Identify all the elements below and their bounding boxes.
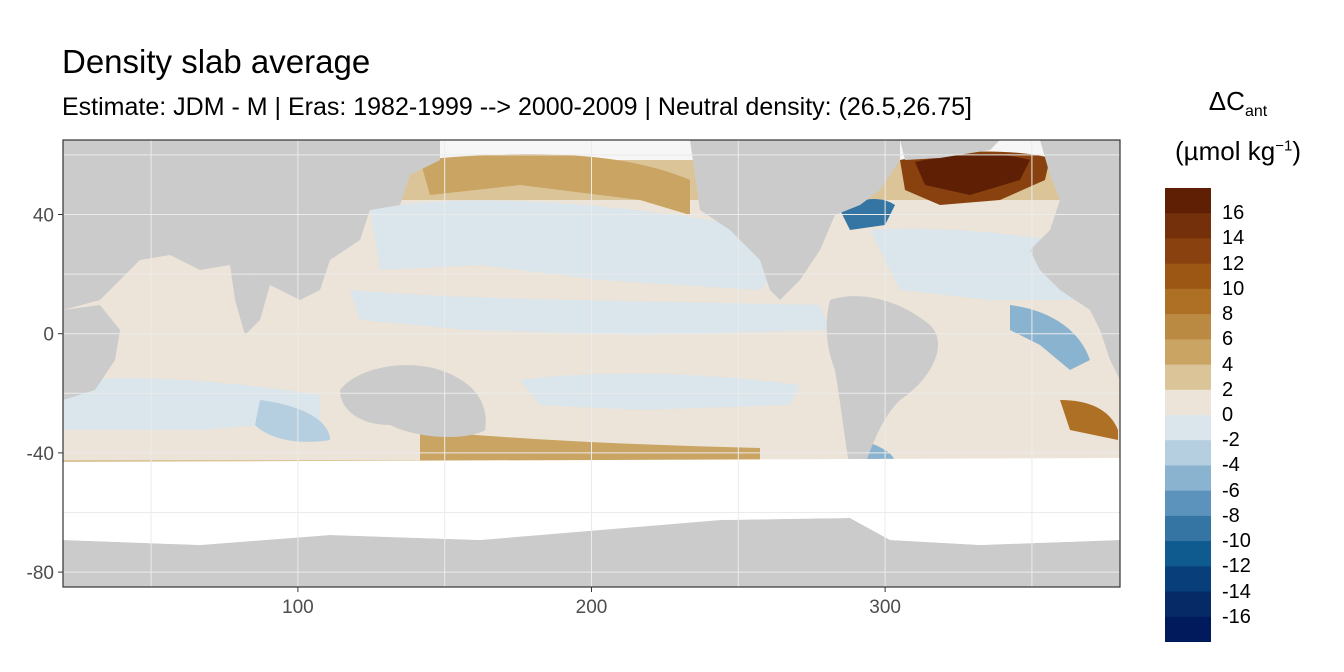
ocean-field-darkest-north-atlantic — [915, 154, 1030, 195]
legend-unit-superscript: −1 — [1275, 137, 1293, 155]
ocean-field-blue-southern-indian — [255, 400, 330, 442]
ocean-field-blue-band-north-pacific — [370, 200, 800, 290]
land-europe-africa — [1030, 140, 1120, 380]
legend-swatch — [1165, 339, 1211, 366]
legend-label: -14 — [1222, 580, 1251, 603]
legend-swatch — [1165, 213, 1211, 239]
legend-swatch — [1165, 490, 1211, 517]
x-tick-label: 300 — [869, 597, 901, 618]
legend-label: 4 — [1222, 353, 1234, 376]
legend-label: -10 — [1222, 530, 1251, 553]
legend-swatch — [1165, 238, 1211, 265]
ocean-field-blue-west-africa — [1010, 305, 1090, 370]
land-south-america — [826, 296, 939, 480]
ocean-field-blue-band-indian — [63, 378, 320, 430]
legend-label: -12 — [1222, 555, 1251, 578]
map-subtitle: Estimate: JDM - M | Eras: 1982-1999 --> … — [62, 93, 972, 121]
x-tick-label: 100 — [282, 597, 314, 618]
grid-lines — [63, 140, 1120, 587]
legend-unit: (µmol kg−1) — [1150, 136, 1326, 167]
legend-swatch — [1165, 389, 1211, 416]
legend-label: 8 — [1222, 303, 1234, 326]
ocean-field-tan-north-pacific-rim — [420, 154, 690, 215]
land-north-america — [690, 140, 900, 300]
ocean-field-tan-southern-band — [420, 430, 760, 462]
legend-swatch — [1165, 364, 1211, 391]
legend-swatch — [1165, 314, 1211, 340]
legend-swatch — [1165, 541, 1211, 567]
legend-label: 14 — [1222, 227, 1245, 250]
land-india — [230, 265, 270, 335]
legend-label: 0 — [1222, 404, 1234, 426]
legend-title: ΔCant — [1150, 86, 1326, 121]
land-asia — [63, 140, 440, 310]
legend-unit-prefix: (µmol kg — [1175, 136, 1276, 166]
legend-label: 10 — [1222, 277, 1245, 300]
legend-swatch — [1165, 465, 1211, 492]
y-tick-label: 0 — [43, 325, 54, 346]
legend-swatch — [1165, 188, 1211, 214]
legend-labels: 16 14 12 10 8 6 4 2 0 -2 -4 -6 -8 -10 -12 -14 -16 — [1222, 188, 1302, 642]
legend-colorbar — [1165, 188, 1211, 642]
legend-swatch — [1165, 415, 1211, 441]
x-tick-label: 200 — [576, 597, 608, 618]
legend-label: 12 — [1222, 252, 1245, 275]
legend-label: 16 — [1222, 202, 1245, 225]
legend-title-subscript: ant — [1244, 103, 1268, 121]
land-africa-east — [63, 305, 120, 400]
y-tick-label: 40 — [33, 206, 54, 227]
ocean-field-tan-southeast-atlantic — [1060, 400, 1118, 440]
legend-label: -16 — [1222, 605, 1251, 628]
map-title: Density slab average — [62, 43, 371, 80]
legend-swatch — [1165, 616, 1211, 642]
legend-label: 6 — [1222, 328, 1234, 351]
legend-label: -6 — [1222, 479, 1240, 502]
legend-swatch — [1165, 288, 1211, 315]
legend-unit-suffix: ) — [1292, 136, 1301, 166]
legend-swatch — [1165, 263, 1211, 290]
y-tick-label: -40 — [27, 444, 54, 465]
legend-label: -8 — [1222, 504, 1240, 527]
legend-label: -4 — [1222, 454, 1240, 477]
legend-title-main: ΔC — [1208, 86, 1245, 116]
ocean-field-blue-band-equatorial — [350, 290, 830, 335]
legend-swatch — [1165, 440, 1211, 466]
y-tick-label: -80 — [27, 563, 54, 584]
land-australia — [340, 365, 486, 437]
legend-label: 2 — [1222, 378, 1234, 401]
ocean-field-blue-band-south-pacific — [520, 373, 800, 410]
legend-swatch — [1165, 591, 1211, 618]
legend-label: -2 — [1222, 429, 1240, 452]
legend-swatch — [1165, 515, 1211, 542]
legend-swatch — [1165, 566, 1211, 593]
